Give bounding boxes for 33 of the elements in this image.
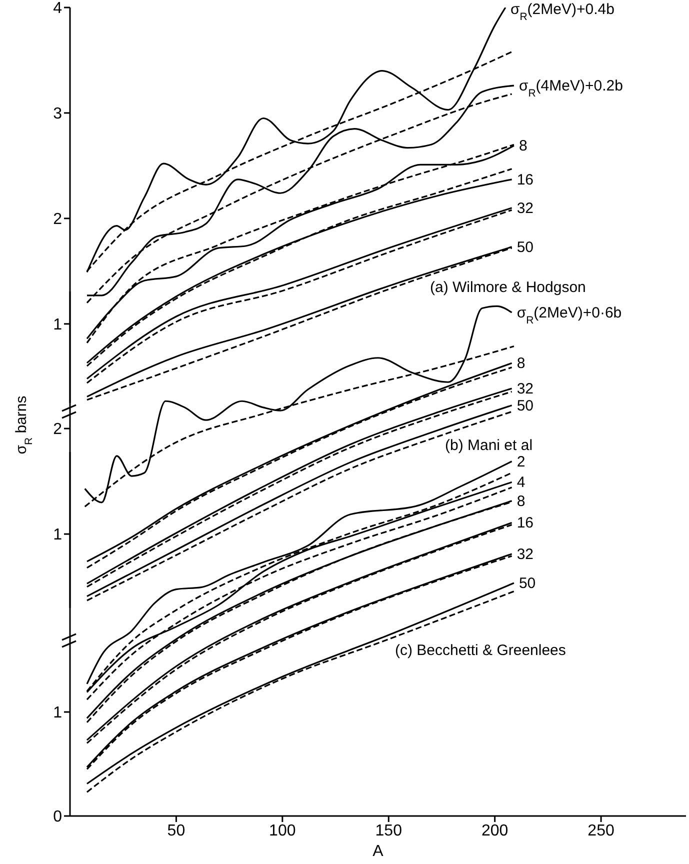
series-label: 16 — [516, 514, 534, 532]
x-axis-title: A — [372, 843, 384, 860]
series-label: 32 — [516, 546, 534, 563]
x-tick-label: 250 — [588, 822, 614, 840]
series-label: σ$_{R}$(4MeV)+0.2b — [518, 78, 623, 100]
y-tick-label: 0 — [53, 808, 62, 826]
y-tick-label: 1 — [53, 316, 62, 334]
x-tick-label: 100 — [269, 822, 296, 840]
y-tick-label: 4 — [53, 0, 62, 18]
x-tick-label: 150 — [375, 822, 402, 840]
y-tick-label: 2 — [53, 421, 62, 438]
series-label: 8 — [516, 492, 526, 510]
series-label: 16 — [516, 171, 534, 188]
series-label: σ$_{R}$(2MeV)+0.4b — [510, 1, 614, 23]
annotation: (a) Wilmore & Hodgson — [430, 279, 586, 296]
series-label: 32 — [516, 200, 534, 217]
y-tick-label: 1 — [53, 704, 62, 722]
series-label: σ$_{R}$(2MeV)+0·6b — [516, 304, 622, 326]
series-label: 2 — [516, 453, 526, 470]
y-tick-label: 3 — [53, 106, 62, 123]
series-label: 50 — [516, 238, 534, 256]
y-tick-label: 2 — [53, 211, 62, 228]
x-tick-label: 200 — [481, 822, 508, 840]
series-label: 4 — [516, 474, 526, 492]
annotation: (c) Becchetti & Greenlees — [395, 642, 566, 659]
series-label: 32 — [516, 380, 534, 398]
y-tick-label: 1 — [53, 526, 62, 544]
series-label: 50 — [518, 575, 536, 592]
x-tick-label: 50 — [167, 822, 186, 840]
series-label: 8 — [518, 138, 528, 155]
series-label: 50 — [516, 397, 534, 414]
series-label: 8 — [516, 355, 526, 372]
annotation: (b) Mani et al — [445, 437, 533, 454]
